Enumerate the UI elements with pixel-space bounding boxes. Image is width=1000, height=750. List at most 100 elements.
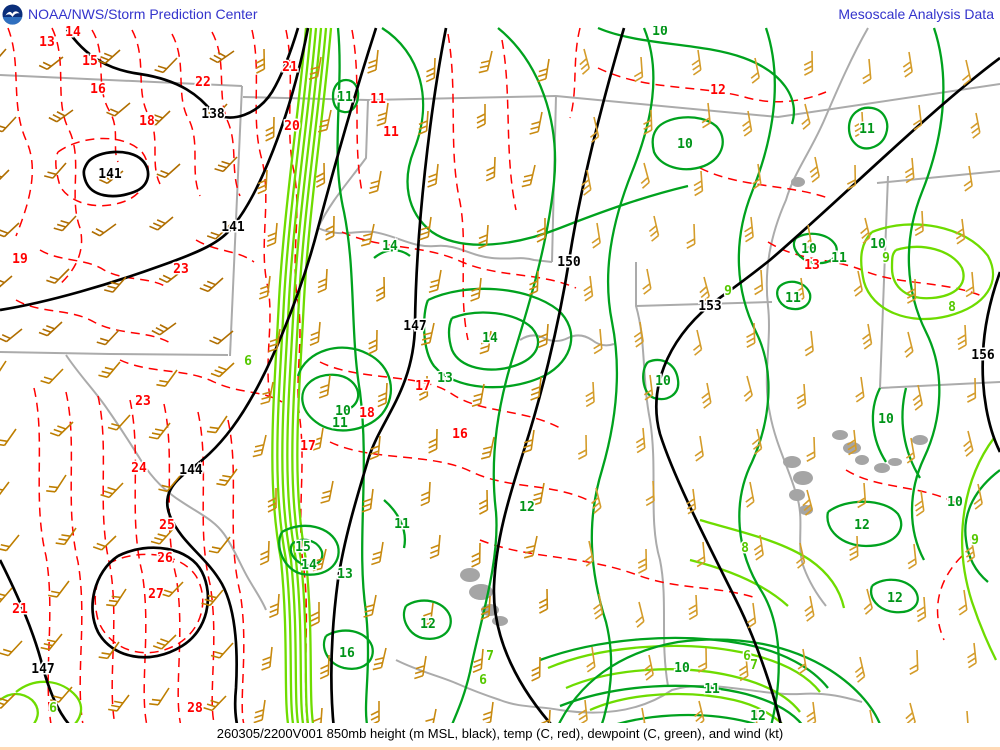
wind-barb (907, 543, 917, 570)
wind-barb (579, 48, 590, 75)
wind-barb (853, 270, 863, 297)
contour-label: 16 (90, 82, 106, 97)
wind-barb (528, 270, 539, 296)
wind-barb (688, 594, 698, 621)
wind-barb (803, 50, 814, 76)
wind-barb (214, 156, 238, 173)
wind-barb (855, 376, 865, 403)
wind-barb (593, 328, 603, 355)
contour-label: 10 (677, 137, 693, 152)
wind-barb (476, 104, 486, 129)
wind-barb (584, 540, 594, 567)
wind-barb (970, 112, 981, 139)
wind-barb (361, 488, 374, 513)
wind-barb (418, 375, 429, 401)
wind-barb (643, 109, 653, 135)
wind-barb (642, 268, 652, 295)
wind-barb (854, 111, 864, 138)
contour-label: 14 (382, 239, 398, 254)
wind-barb (912, 104, 923, 131)
wind-barb (260, 381, 274, 405)
contour-label: 10 (801, 242, 817, 257)
wind-barb (521, 164, 536, 188)
wind-barb (265, 116, 275, 142)
wind-barb (96, 49, 121, 65)
wind-barb (368, 329, 378, 355)
wind-barb (478, 489, 489, 515)
wind-barb (916, 596, 927, 623)
wind-barb (795, 542, 806, 569)
contour-label: 11 (704, 682, 720, 697)
wind-barb (847, 429, 857, 456)
wind-barb (40, 633, 63, 651)
wind-barb (104, 276, 127, 293)
wind-barb (48, 580, 70, 598)
wind-barb (914, 210, 924, 237)
contour-label: 150 (557, 255, 581, 270)
contour-label: 11 (332, 416, 348, 431)
wind-barb (854, 656, 866, 683)
contour-label: 14 (65, 25, 81, 40)
wind-barb (589, 116, 600, 143)
contour-label: 15 (295, 540, 311, 555)
wind-barb (794, 277, 805, 304)
wind-barb (809, 156, 820, 183)
wind-barb (0, 275, 13, 290)
wind-barb (257, 169, 268, 195)
wind-barb (471, 542, 481, 568)
wind-barb (633, 56, 644, 83)
wind-barb (802, 224, 813, 251)
wind-barb (261, 646, 273, 671)
wind-barb (420, 481, 431, 507)
map-caption: 260305/2200V001 850mb height (m MSL, bla… (0, 723, 1000, 747)
contour-label: 21 (282, 60, 298, 75)
wind-barb (701, 382, 712, 409)
contour-label: 20 (284, 119, 300, 134)
contour-label: 10 (652, 24, 668, 39)
contour-label: 12 (710, 83, 726, 98)
contour-label: 6 (49, 701, 57, 716)
wind-barb (206, 415, 228, 434)
wind-barb (586, 646, 596, 673)
contour-label: 10 (878, 412, 894, 427)
wind-barb (319, 654, 330, 680)
wind-barb (98, 641, 120, 660)
wind-barb (692, 329, 703, 356)
wind-barb (696, 541, 706, 568)
spc-home-link[interactable]: NOAA/NWS/Storm Prediction Center (28, 6, 258, 22)
wind-barb (268, 328, 281, 353)
wind-barb (753, 269, 764, 296)
contour-label: 10 (335, 404, 351, 419)
dewpoint-low-contours-layer (0, 27, 998, 731)
wind-barb (0, 428, 17, 447)
noaa-logo-icon (2, 4, 23, 25)
contour-label: 12 (887, 591, 903, 606)
wind-barb (472, 648, 484, 673)
wind-barb (531, 656, 541, 682)
wind-barb (425, 57, 436, 83)
wind-barb (904, 331, 914, 358)
wind-barb (863, 588, 873, 615)
wind-barb (577, 434, 588, 460)
wind-barb (902, 51, 913, 78)
state-borders-layer (0, 27, 1000, 714)
contour-label: 14 (301, 558, 317, 573)
wind-barb (973, 483, 983, 510)
wind-barb (317, 268, 328, 294)
wind-barb (258, 275, 271, 300)
wind-barb (309, 321, 321, 346)
contour-label: 28 (187, 701, 203, 716)
wind-barb (315, 162, 326, 188)
wind-barb (752, 163, 762, 190)
wind-barb (745, 481, 755, 508)
wind-barb (538, 588, 549, 614)
wind-barb (428, 428, 438, 454)
wind-barb (750, 57, 760, 84)
contour-label: 11 (370, 92, 386, 107)
wind-barb (753, 534, 764, 561)
wind-barb (905, 437, 916, 464)
contour-label: 9 (724, 284, 732, 299)
wind-barb (38, 56, 64, 71)
wind-barb (201, 589, 224, 607)
wind-barb (48, 109, 74, 123)
